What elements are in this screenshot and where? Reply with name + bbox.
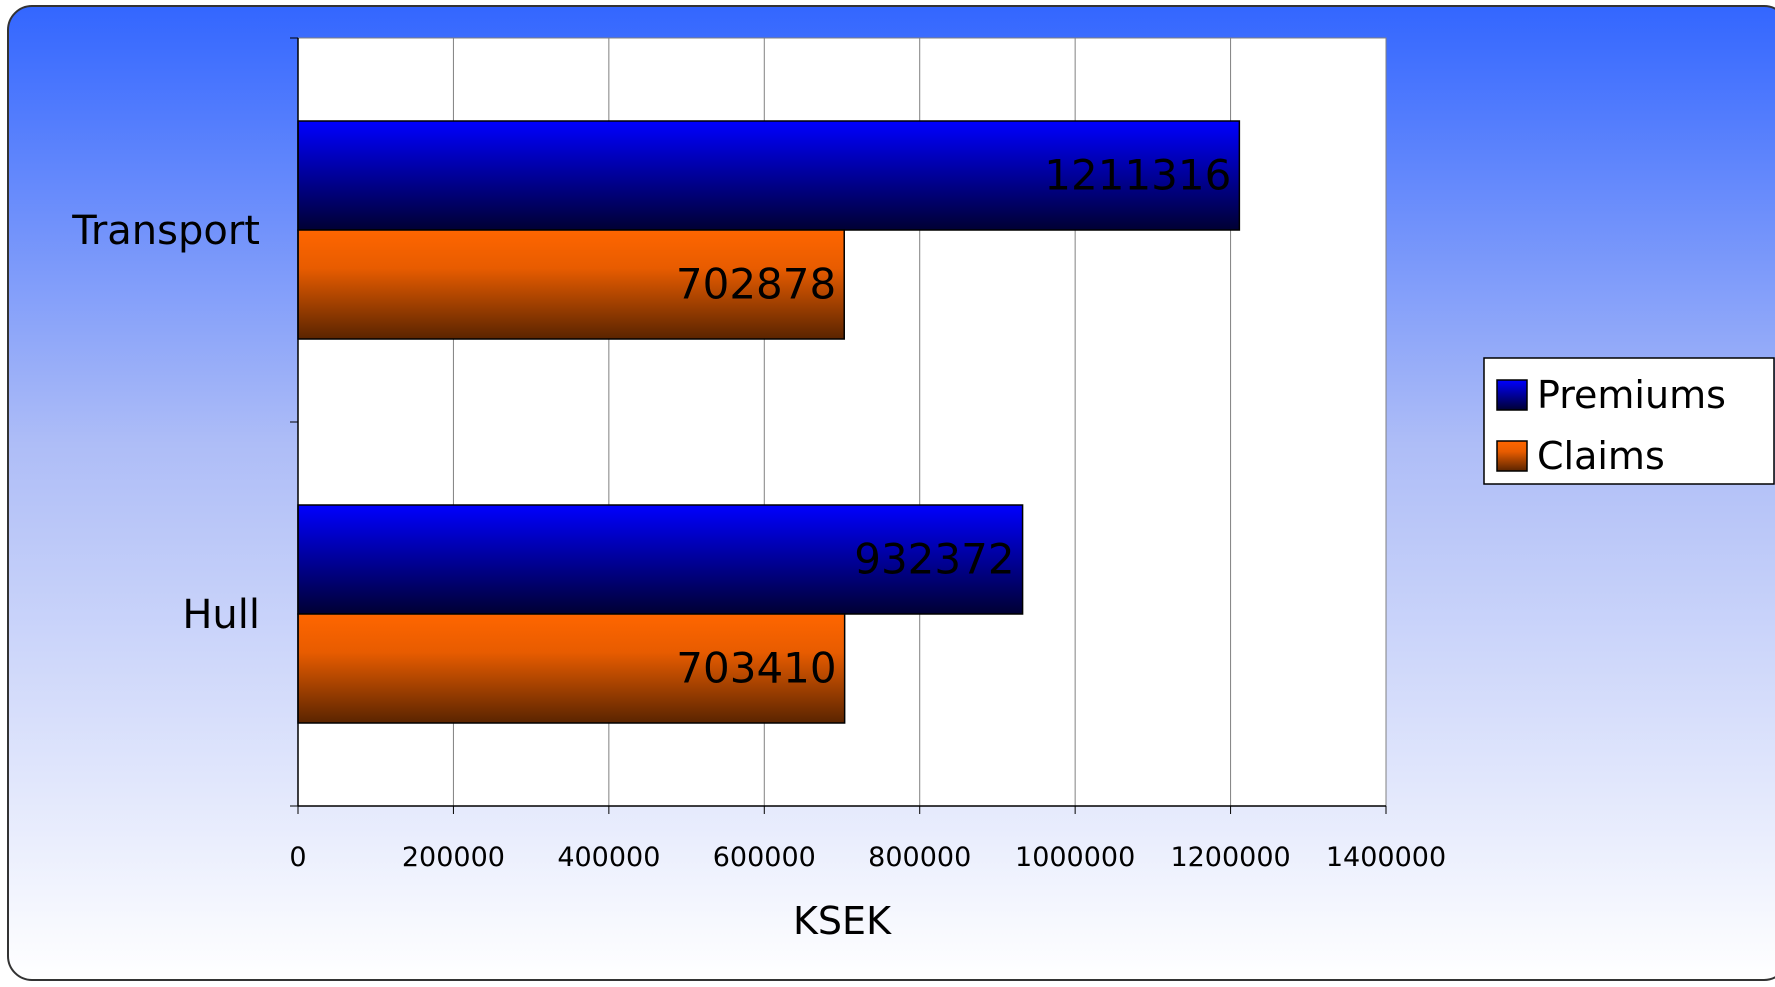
- data-label-premiums-hull: 932372: [854, 535, 1014, 584]
- x-tick-label: 800000: [868, 842, 971, 873]
- legend: Premiums Claims: [1483, 357, 1775, 485]
- category-labels: Transport Hull: [71, 208, 260, 638]
- tick-labels: 0 200000 400000 600000 800000 1000000 1200000 1…: [289, 842, 1446, 873]
- data-label-claims-hull: 703410: [676, 644, 836, 693]
- data-label-claims-transport: 702878: [676, 260, 836, 309]
- x-tick-label: 400000: [557, 842, 660, 873]
- category-label-transport: Transport: [71, 208, 260, 254]
- x-tick-label: 600000: [713, 842, 816, 873]
- bars: 1211316 702878 932372 703410: [297, 120, 1241, 724]
- x-tick-label: 0: [289, 842, 306, 873]
- x-tick-label: 1200000: [1170, 842, 1290, 873]
- legend-label-premiums: Premiums: [1537, 373, 1726, 417]
- data-label-premiums-transport: 1211316: [1044, 151, 1231, 200]
- x-axis-label: KSEK: [793, 899, 892, 943]
- bar-premiums-transport: [297, 120, 1241, 231]
- legend-swatch-claims: [1496, 440, 1528, 472]
- legend-label-claims: Claims: [1537, 434, 1665, 478]
- x-tick-label: 1000000: [1015, 842, 1135, 873]
- x-tick-label: 200000: [402, 842, 505, 873]
- legend-swatch-premiums: [1496, 379, 1528, 411]
- axes: [290, 37, 1387, 814]
- x-tick-label: 1400000: [1326, 842, 1446, 873]
- bar-premiums-hull: [297, 504, 1024, 615]
- category-label-hull: Hull: [182, 592, 260, 638]
- bar-claims-hull: [297, 613, 846, 724]
- legend-box: [1483, 357, 1775, 485]
